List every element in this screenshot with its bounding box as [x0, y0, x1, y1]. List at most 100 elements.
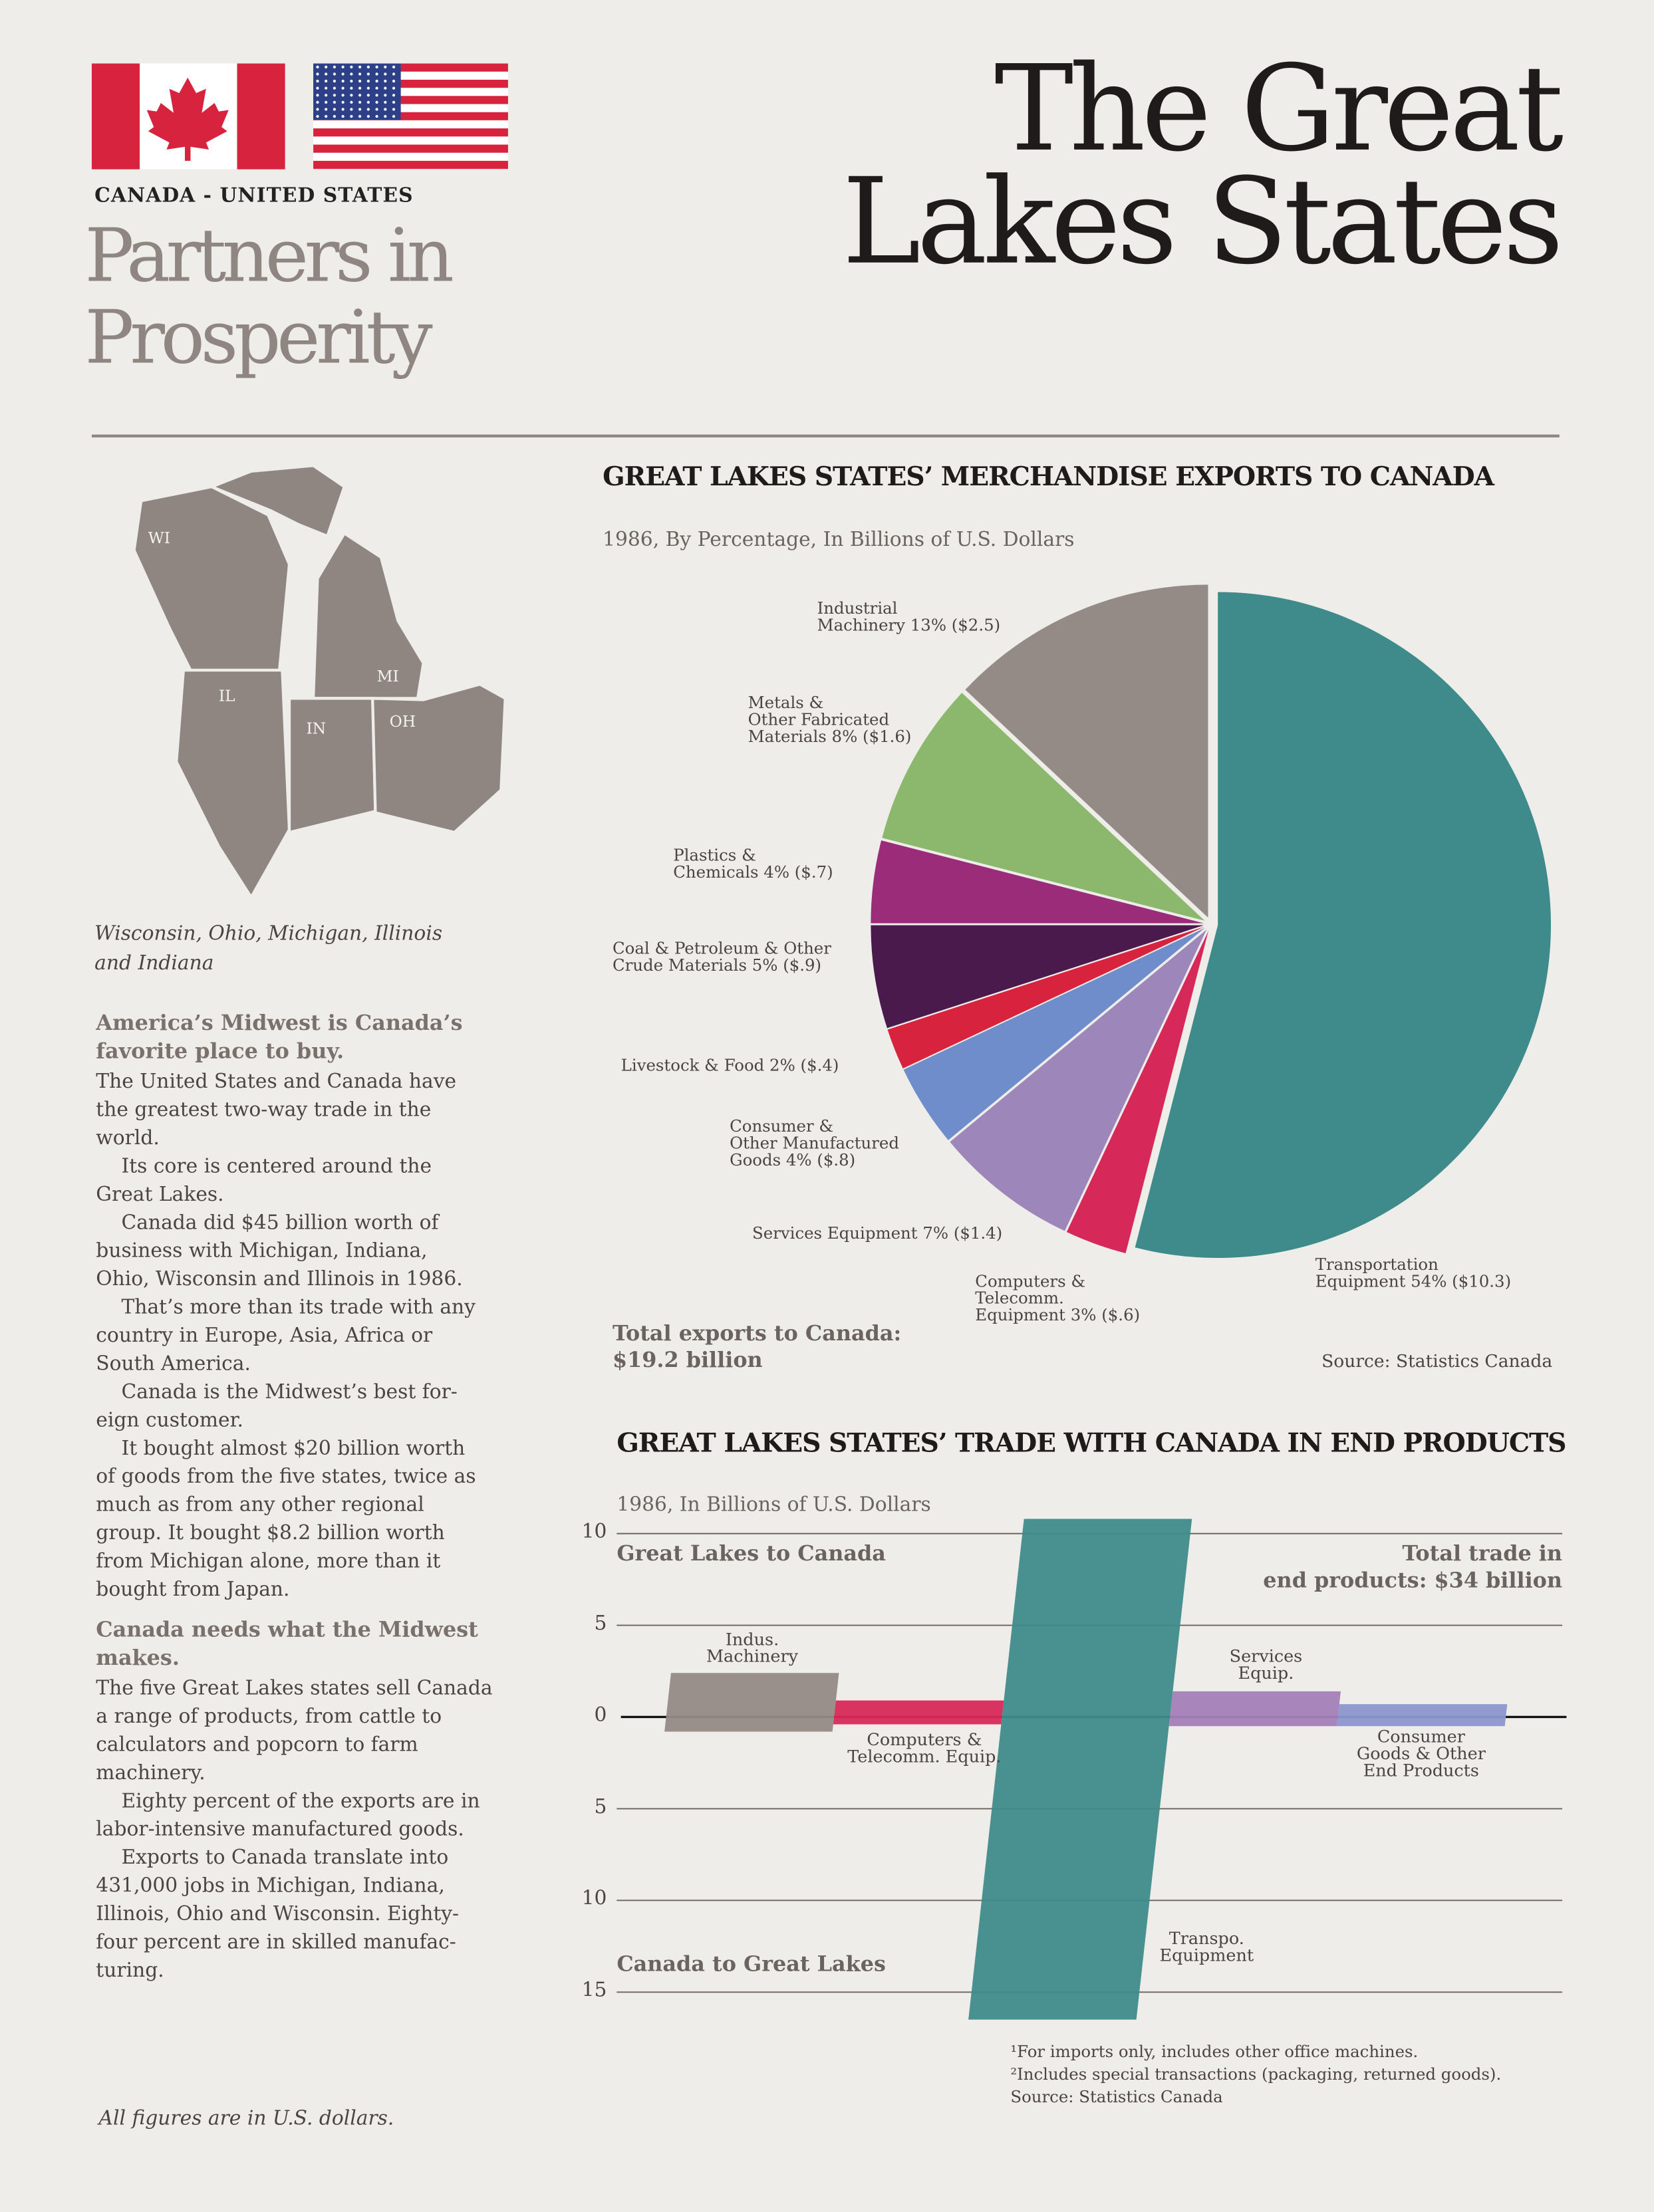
body-line: 431,000 jobs in Michigan, Indiana, — [96, 1875, 445, 1898]
slice-percent: 4% — [785, 1150, 812, 1170]
title-line: The Great — [994, 39, 1564, 178]
body-line: turing. — [96, 1959, 164, 1983]
category-text: Computers & Telecomm. Equip. — [847, 1729, 1002, 1767]
y-tick-label: 15 — [581, 1979, 607, 2003]
series-label: Canada to Great Lakes — [617, 1951, 886, 1977]
body-line: eign customer. — [96, 1409, 243, 1432]
slice-percent: 7% — [922, 1223, 949, 1243]
body-line: bought from Japan. — [96, 1578, 290, 1602]
slice-amount: ($.9) — [783, 955, 822, 975]
subtitle-line: Partners in — [84, 214, 454, 299]
slice-amount: ($10.3) — [1452, 1271, 1512, 1291]
slice-label: Industrial Machinery 13% ($2.5) — [817, 600, 1001, 634]
body-line: calculators and popcorn to farm — [96, 1733, 418, 1757]
slice-amount: ($1.4) — [953, 1223, 1003, 1243]
category-label: Computers & Telecomm. Equip. — [811, 1731, 1037, 1765]
bar-segment — [1002, 1519, 1192, 1717]
bar-segment — [666, 1673, 839, 1717]
body-line: Eighty percent of the exports are in — [121, 1790, 480, 1813]
body-line: Its core is centered around the — [121, 1155, 432, 1178]
body-line: It bought almost $20 billion worth — [121, 1437, 466, 1461]
y-tick-label: 10 — [581, 1888, 607, 1911]
state-label: WI — [148, 529, 171, 548]
body-line: world. — [96, 1127, 160, 1150]
body-line: South America. — [96, 1353, 251, 1376]
y-tick-label: 0 — [594, 1704, 607, 1727]
body-line: group. It bought $8.2 billion worth — [96, 1522, 445, 1545]
slice-label: Plastics & Chemicals 4% ($.7) — [673, 846, 833, 880]
category-label: Transpo. Equipment — [1094, 1930, 1320, 1964]
body-line: much as from any other regional — [96, 1494, 424, 1517]
category-text: Consumer Goods & Other End Products — [1356, 1727, 1486, 1781]
category-text: Transpo. Equipment — [1159, 1928, 1254, 1965]
category-text: Indus. Machinery — [706, 1629, 799, 1667]
slice-label: Coal & Petroleum & Other Crude Materials… — [613, 939, 831, 973]
body-line: Canada is the Midwest’s best for- — [121, 1381, 458, 1404]
body-line: That’s more than its trade with any — [121, 1296, 476, 1320]
body-line: from Michigan alone, more than it — [96, 1550, 441, 1574]
slice-label: Transportation Equipment 54% ($10.3) — [1315, 1256, 1511, 1290]
slice-category: Services Equipment — [752, 1223, 918, 1243]
title-line: Lakes States — [842, 152, 1564, 291]
category-label: Consumer Goods & Other End Products — [1308, 1728, 1534, 1779]
bar-segment — [1337, 1717, 1506, 1727]
map-caption: Wisconsin, Ohio, Michigan, Illinois — [94, 922, 443, 945]
bar-segment — [833, 1717, 1002, 1725]
chart-subtitle: 1986, In Billions of U.S. Dollars — [617, 1494, 931, 1517]
slice-category: Livestock & Food — [620, 1055, 765, 1075]
slice-category: Computers & Telecomm. Equipment — [975, 1271, 1086, 1325]
body-line: machinery. — [96, 1762, 206, 1785]
slice-label: Livestock & Food 2% ($.4) — [621, 1056, 839, 1073]
state-in — [287, 697, 377, 834]
bar-segment — [1169, 1717, 1338, 1727]
slice-category: Plastics & Chemicals — [673, 845, 759, 882]
total-label: Total exports to Canada: — [612, 1320, 902, 1346]
bar-segment — [1170, 1691, 1341, 1717]
slice-amount: ($.7) — [794, 862, 833, 882]
chart-subtitle: 1986, By Percentage, In Billions of U.S.… — [603, 529, 1075, 552]
slice-label: Services Equipment 7% ($1.4) — [752, 1225, 1002, 1241]
bar-segment — [834, 1700, 1004, 1717]
slice-category: Consumer & Other Manufactured Goods — [730, 1116, 899, 1170]
body-line: Canada did $45 billion worth of — [121, 1211, 439, 1235]
body-line: Illinois, Ohio and Wisconsin. Eighty- — [96, 1903, 460, 1926]
section-heading: America’s Midwest is Canada’s — [96, 1010, 463, 1036]
category-label: Services Equip. — [1153, 1648, 1379, 1682]
pie-slice — [882, 692, 1205, 921]
slice-percent: 8% — [831, 726, 858, 747]
state-il — [175, 668, 291, 900]
state-mi-up — [207, 464, 346, 539]
series-label: Great Lakes to Canada — [617, 1540, 886, 1566]
state-label: IL — [218, 687, 235, 706]
slice-label: Metals & Other Fabricated Materials 8% (… — [748, 694, 912, 745]
body-line: business with Michigan, Indiana, — [96, 1240, 428, 1263]
slice-category: Industrial Machinery — [817, 598, 906, 635]
slice-amount: ($2.5) — [951, 615, 1001, 635]
slice-category: Coal & Petroleum & Other Crude Materials — [612, 938, 831, 975]
pie-slice — [1066, 930, 1209, 1253]
state-label: OH — [389, 712, 416, 731]
state-wi — [132, 485, 291, 672]
pie-slice — [965, 584, 1208, 918]
body-line: The five Great Lakes states sell Canada — [96, 1677, 493, 1701]
bar-segment — [968, 1717, 1171, 2020]
footnote: ²Includes special transactions (packagin… — [1010, 2064, 1502, 2084]
slice-percent: 2% — [769, 1055, 795, 1075]
chart-title: GREAT LAKES STATES’ MERCHANDISE EXPORTS … — [603, 463, 1494, 493]
body-line: Ohio, Wisconsin and Illinois in 1986. — [96, 1268, 463, 1291]
canada-flag — [91, 63, 285, 170]
body-line: labor-intensive manufactured goods. — [96, 1818, 464, 1842]
map-caption: and Indiana — [94, 952, 214, 975]
pie-slice — [871, 840, 1204, 923]
body-line: a range of products, from cattle to — [96, 1705, 442, 1729]
section-heading: makes. — [96, 1645, 180, 1671]
slice-category: Transportation Equipment — [1315, 1254, 1439, 1291]
slice-percent: 4% — [763, 862, 790, 882]
bar-segment — [664, 1717, 835, 1732]
slice-percent: 13% — [910, 615, 947, 635]
state-label: MI — [376, 667, 399, 686]
slice-label: Computers & Telecomm. Equipment 3% ($.6) — [975, 1273, 1140, 1323]
us-flag — [313, 63, 508, 170]
